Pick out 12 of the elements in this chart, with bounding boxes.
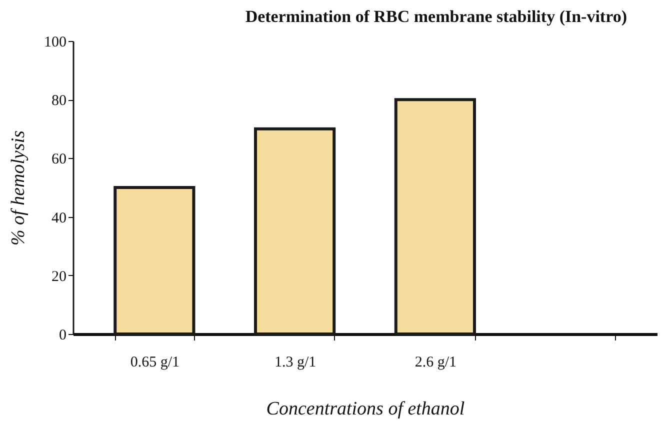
y-tick-label: 60: [52, 152, 66, 168]
x-tick-label: 2.6 g/1: [414, 354, 457, 370]
x-tick-label: 0.65 g/1: [130, 354, 180, 370]
y-tick-label: 80: [52, 93, 66, 110]
chart-title: Determination of RBC membrane stability (In-vitro): [245, 7, 627, 26]
x-axis-title: Concentrations of ethanol: [266, 398, 465, 420]
y-tick-label: 40: [52, 210, 66, 226]
x-tick-label: 1.3 g/1: [274, 354, 316, 370]
y-tick-label: 100: [44, 34, 66, 50]
y-axis-title: % of hemolysis: [8, 130, 29, 246]
y-tick-label: 0: [59, 328, 66, 344]
y-tick-label: 20: [52, 268, 66, 285]
